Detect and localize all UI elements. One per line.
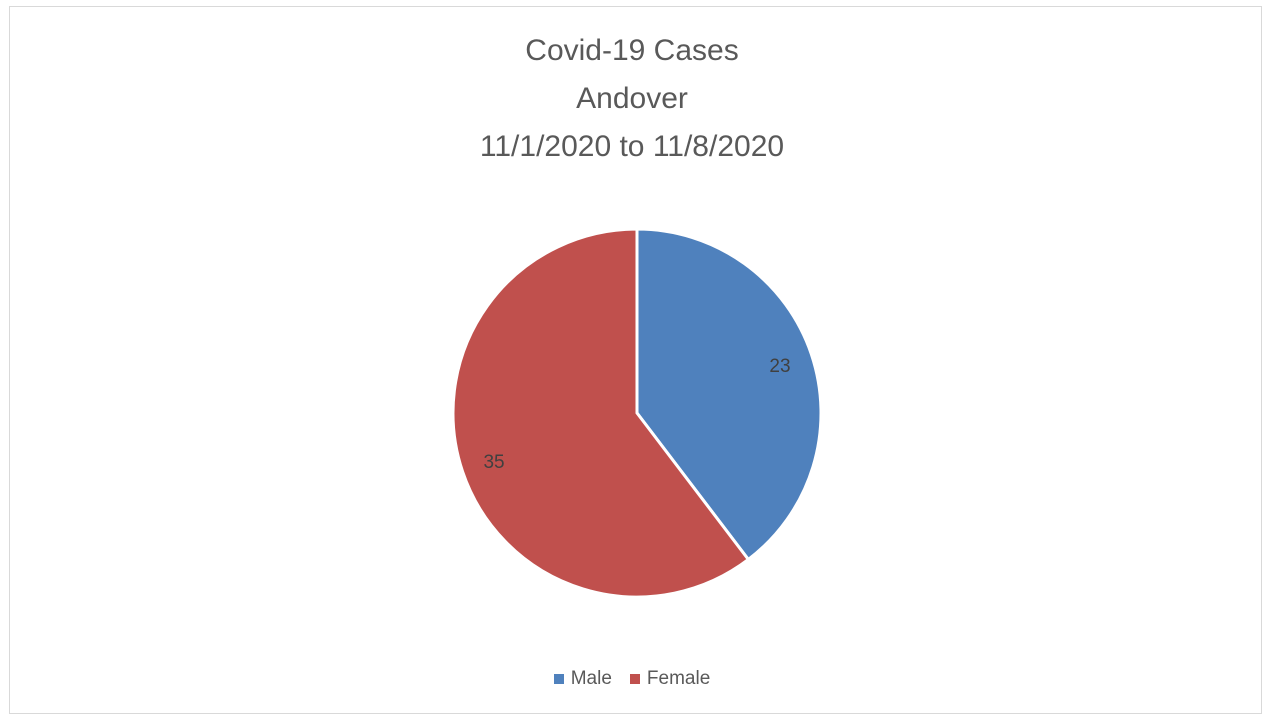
legend-label-female: Female (646, 668, 711, 689)
chart-title-line-3: 11/1/2020 to 11/8/2020 (479, 130, 785, 163)
pie-slice-female (451, 227, 751, 599)
legend-item-female: Female (629, 668, 711, 690)
legend-swatch-female (629, 674, 640, 684)
legend: Male Female (0, 668, 1264, 690)
chart-title-line-1: Covid-19 Cases (525, 34, 739, 67)
legend-label-male: Male (570, 668, 612, 689)
chart-title-line-2: Andover (576, 82, 688, 115)
legend-item-male: Male (553, 668, 612, 690)
data-label-female: 35 (483, 452, 504, 473)
pie-slice-male (635, 227, 823, 562)
legend-swatch-male (553, 674, 564, 684)
data-label-male: 23 (769, 356, 790, 377)
